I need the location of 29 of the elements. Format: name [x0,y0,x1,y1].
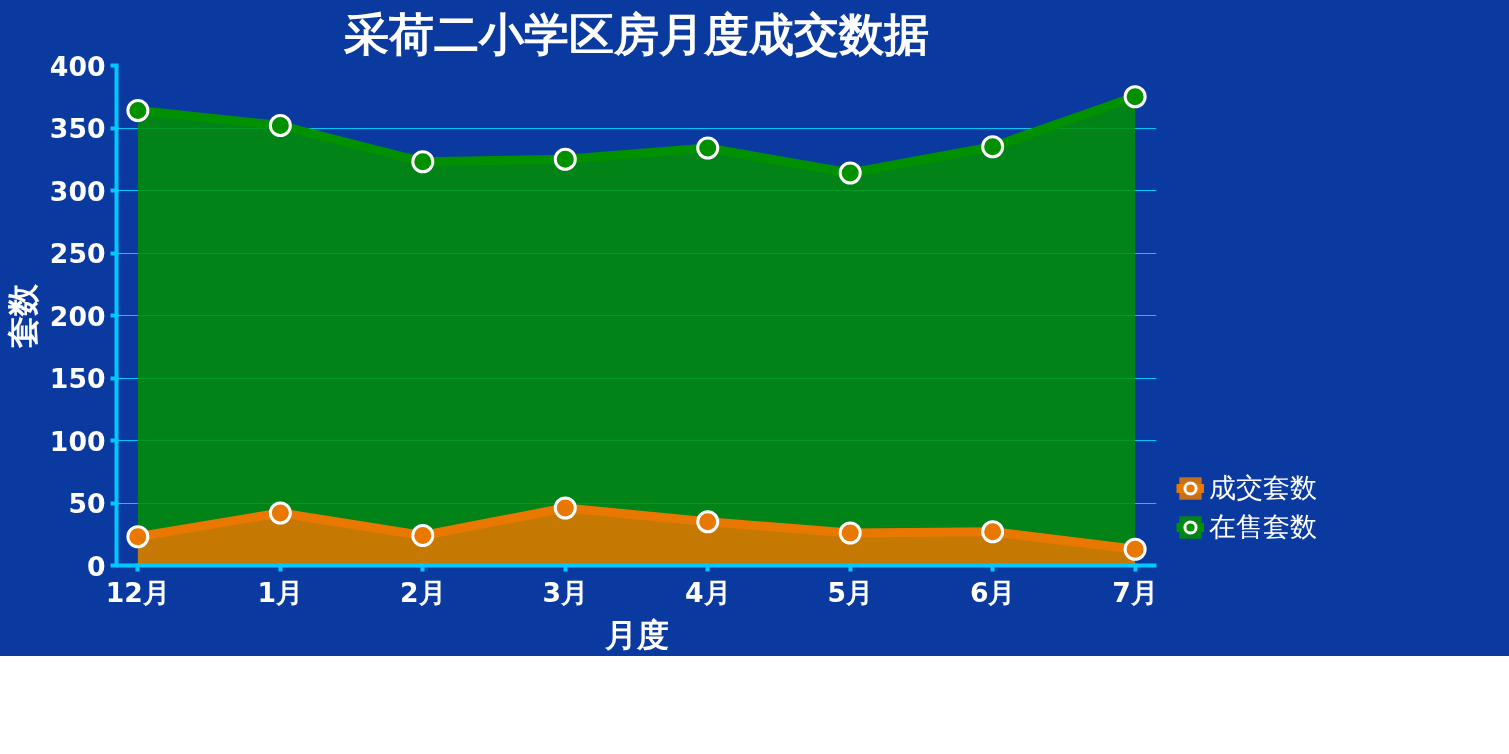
y-tick-label: 100 [49,425,106,457]
x-tick-label: 5月 [827,576,873,608]
y-tick-label: 200 [49,300,106,332]
x-tick-label: 12月 [105,576,170,608]
legend-label: 在售套数 [1209,510,1317,544]
x-tick-label: 2月 [400,576,446,608]
point [553,496,577,520]
x-tick-label: 1月 [257,576,304,608]
point [126,525,150,549]
y-tick-label: 350 [49,113,106,144]
point [411,524,435,547]
x-tick-label: 6月 [969,576,1016,608]
legend-label: 成交套数 [1209,471,1317,505]
x-tick-label: 4月 [684,576,731,608]
y-tick-label: 250 [49,238,106,269]
point [268,501,292,525]
y-tick-label: 300 [49,175,106,207]
y-tick-label: 50 [68,488,106,519]
y-tick-label: 400 [49,50,106,82]
x-tick-label: 7月 [1112,576,1158,608]
chart-title: 采荷二小学区房月度成交数据 [343,7,929,61]
point [1123,537,1147,561]
x-axis-title: 月度 [603,615,669,654]
x-tick-label: 3月 [542,576,589,608]
point [696,510,720,534]
y-tick-label: 150 [49,363,106,394]
y-tick-label: 0 [86,550,106,582]
y-axis-title: 套数 [3,282,42,349]
point [981,520,1005,544]
